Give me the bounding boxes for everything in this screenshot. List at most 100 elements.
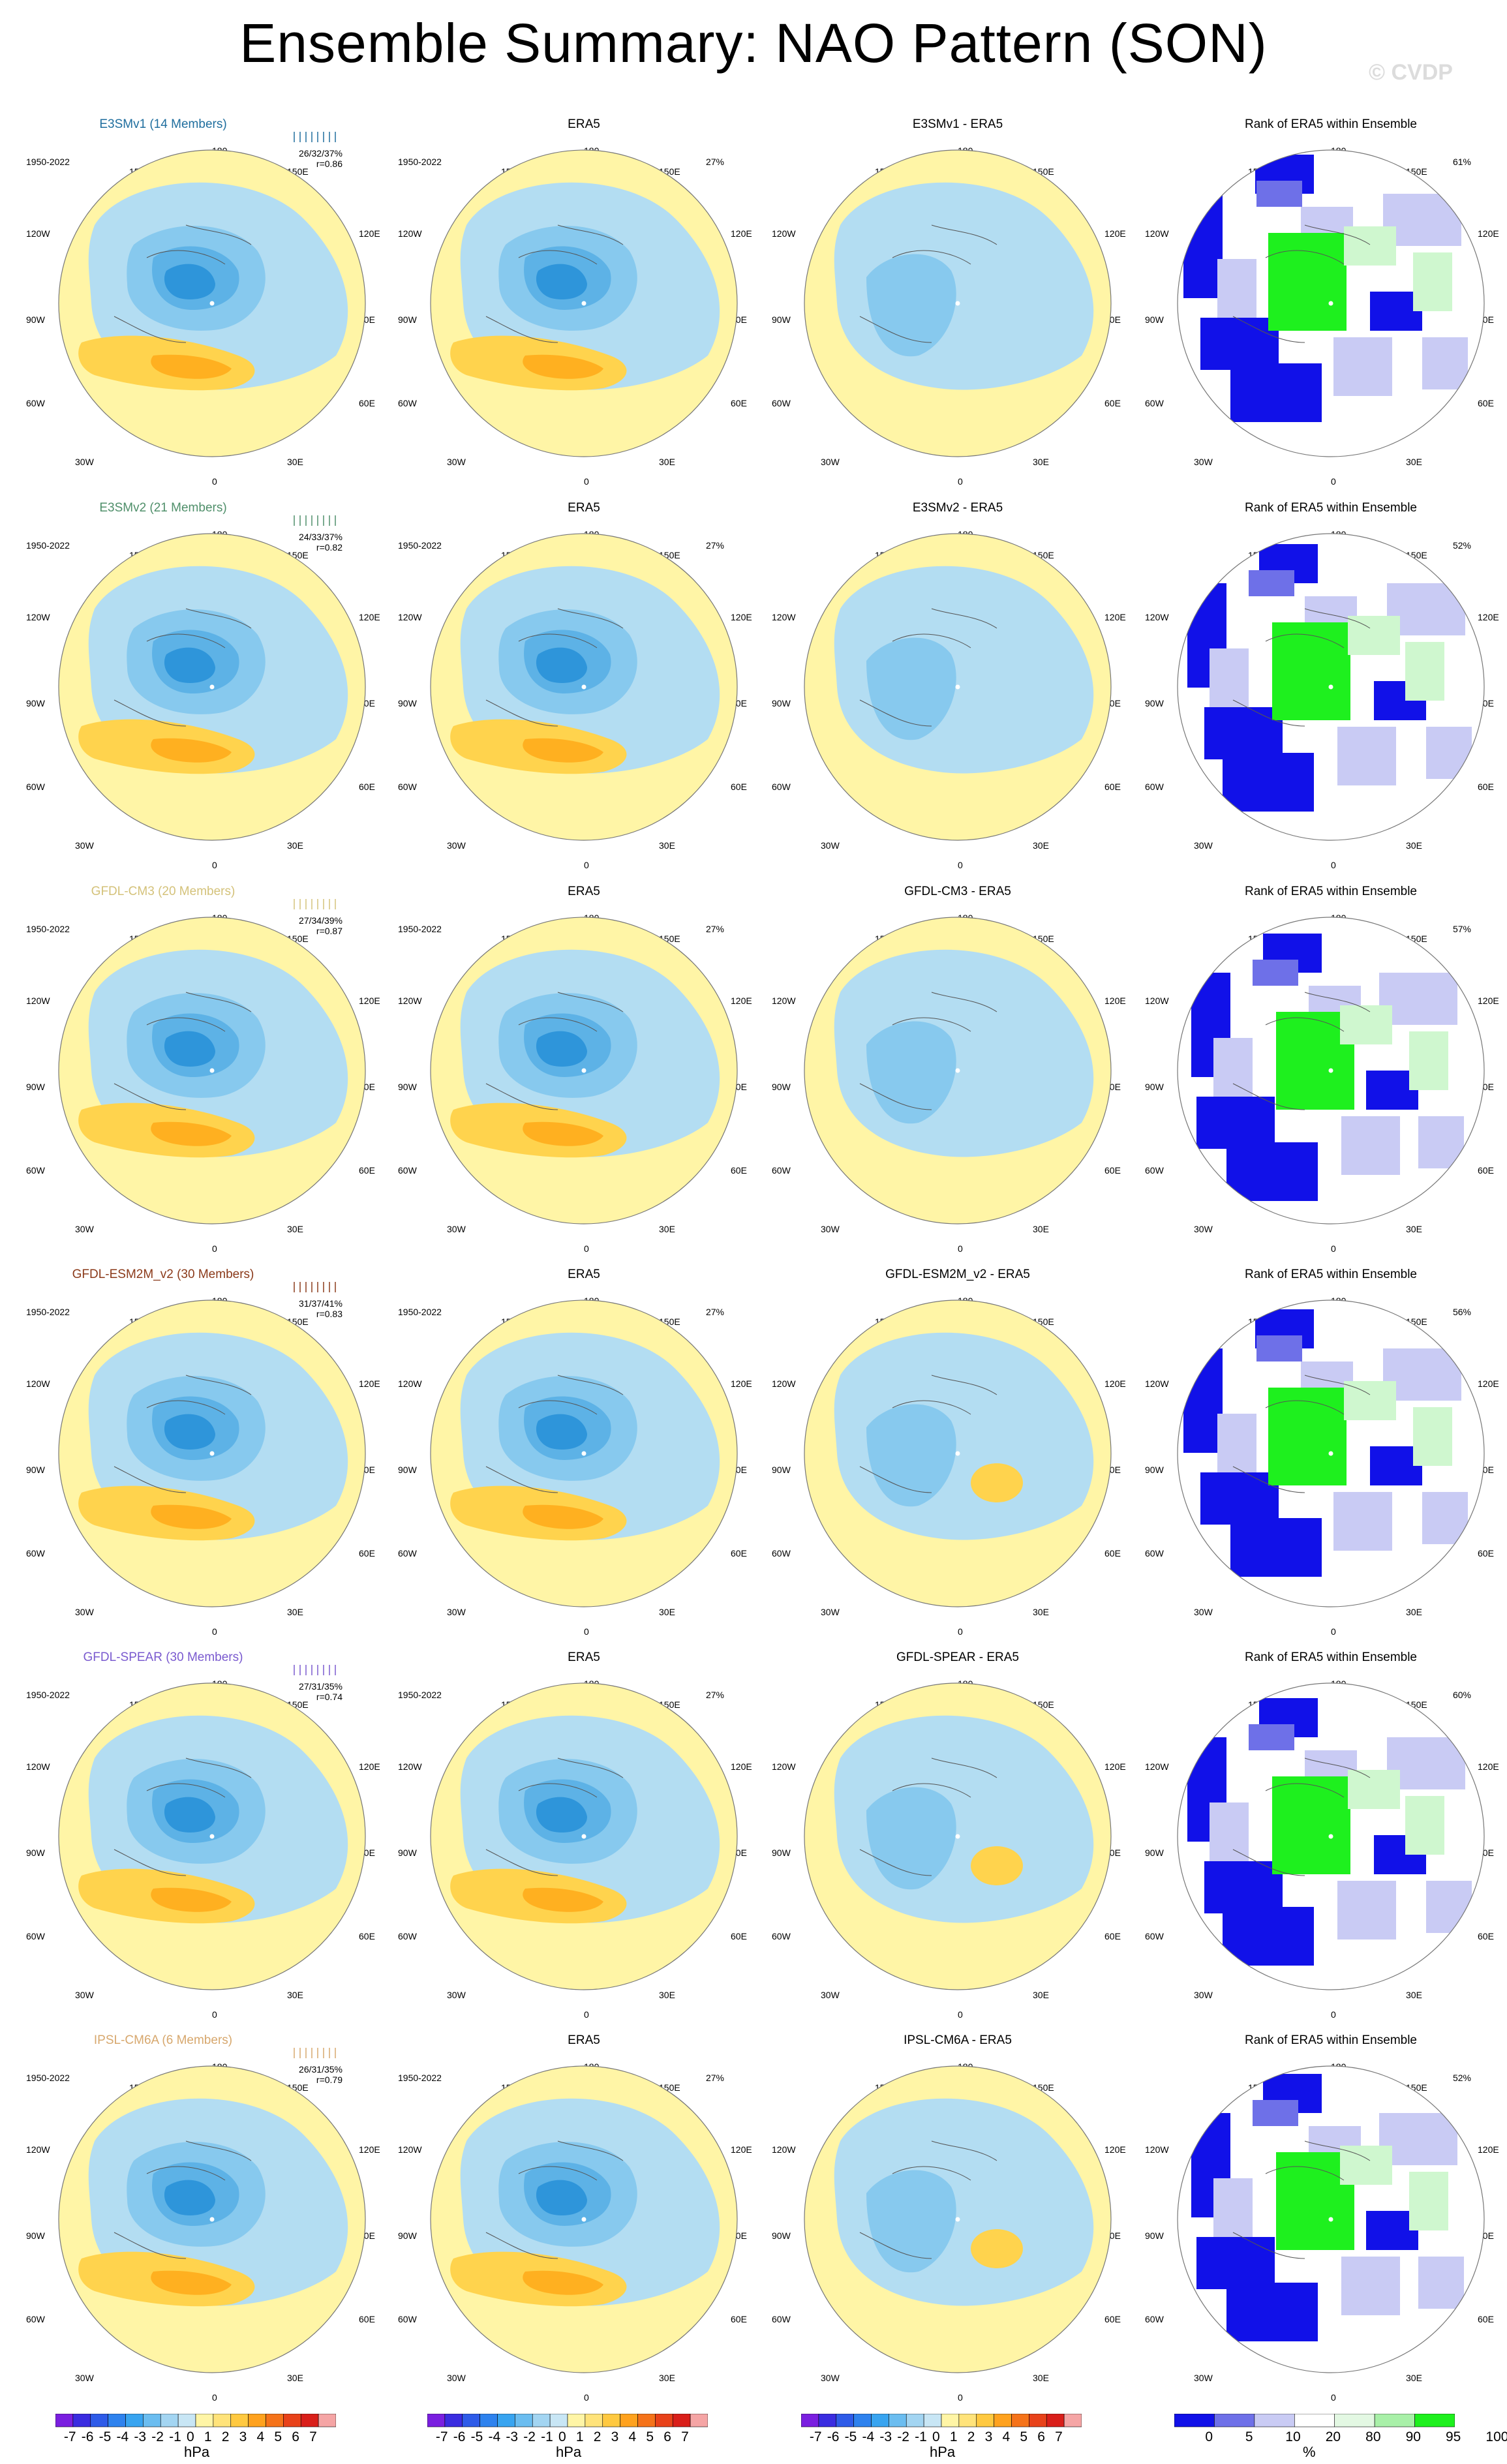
map-border [804, 1300, 1112, 1607]
lon-label: 60W [772, 398, 791, 408]
rank-map [1177, 533, 1485, 841]
lon-label: 120W [26, 612, 50, 622]
colorbar-swatch [55, 2413, 74, 2427]
rank-region [1256, 181, 1302, 207]
coastline [859, 2140, 997, 2259]
lon-label: 30E [1406, 1224, 1422, 1234]
lon-label: 30E [287, 1990, 303, 2000]
pct-label: 27% [705, 924, 724, 934]
colorbar-swatch [283, 2413, 301, 2427]
page-title: Ensemble Summary: NAO Pattern (SON) [239, 12, 1268, 74]
nao-pattern-map [430, 917, 738, 1224]
colorbar-swatch [1214, 2413, 1255, 2427]
lon-label: 90W [1145, 314, 1164, 325]
lon-label: 30W [1194, 1990, 1213, 2000]
coastline [485, 608, 624, 727]
colorbar-swatch [480, 2413, 498, 2427]
lon-label: 0 [212, 2392, 217, 2403]
map-panel: IPSL-CM6A (6 Members) 1950-2022 26/31/35% r… [26, 2033, 398, 2412]
low-pressure-core-3 [164, 647, 215, 683]
map-border [430, 917, 738, 1224]
coastline [859, 1375, 997, 1493]
rank-region [1210, 648, 1249, 707]
stats-correlation: r=0.82 [316, 542, 342, 553]
lon-label: 30W [1194, 1607, 1213, 1617]
member-spread-ticks [294, 1282, 336, 1292]
lon-label: 60E [1478, 1931, 1494, 1941]
pct-label: 27% [705, 1307, 724, 1317]
colorbar-swatch [427, 2413, 446, 2427]
period-label: 1950-2022 [398, 1690, 442, 1700]
lon-label: 30W [1194, 840, 1213, 851]
colorbar-tick-label: -6 [827, 2429, 840, 2444]
map-panel: ERA51950-202227%180150W150E120W120E90W90… [398, 2033, 770, 2412]
lon-label: 120E [359, 1761, 380, 1772]
colorbar-swatch [889, 2413, 907, 2427]
colorbar-swatch [266, 2413, 284, 2427]
diff-high-core [971, 1463, 1023, 1502]
lon-label: 60E [1478, 782, 1494, 792]
colorbar-swatch [1254, 2413, 1295, 2427]
map-panel: GFDL-SPEAR (30 Members) 1950-2022 27/31/35… [26, 1650, 398, 2029]
colorbar-tick-label: 20 [1325, 2429, 1341, 2444]
colorbar-tick-label: 6 [292, 2429, 299, 2444]
lon-label: 60E [1478, 2314, 1494, 2324]
lon-label: 30W [821, 1224, 840, 1234]
lon-label: 0 [212, 2009, 217, 2020]
lon-label: 60E [731, 2314, 747, 2324]
lon-label: 90W [26, 314, 45, 325]
colorbar-swatch [1046, 2413, 1065, 2427]
colorbar-tick-label: 5 [274, 2429, 282, 2444]
lon-label: 60W [772, 1931, 791, 1941]
colorbar-swatch [1334, 2413, 1375, 2427]
high-pressure-core [151, 354, 232, 379]
lon-label: 0 [958, 860, 963, 870]
coastline [485, 1375, 624, 1493]
coastline [114, 1375, 252, 1493]
lon-label: 120W [398, 996, 422, 1006]
lon-label: 60W [772, 1165, 791, 1176]
rank-region [1249, 1724, 1294, 1750]
map-border [1177, 2065, 1485, 2373]
rank-region [1213, 2178, 1253, 2237]
lon-label: 90W [1145, 2230, 1164, 2241]
lon-label: 30W [447, 1607, 466, 1617]
pole-marker [1328, 684, 1333, 690]
high-pressure-core [151, 738, 232, 763]
difference-map [804, 533, 1112, 841]
colorbar-tick-label: 1 [949, 2429, 958, 2444]
rank-region [1217, 1414, 1256, 1472]
colorbar-tick-label: -5 [844, 2429, 857, 2444]
colorbar-swatch [532, 2413, 551, 2427]
lon-label: 120E [1478, 996, 1499, 1006]
map-border [58, 1682, 366, 1990]
lon-label: 30W [447, 1224, 466, 1234]
lon-label: 60E [359, 1931, 375, 1941]
lon-label: 60W [772, 782, 791, 792]
colorbar-tick-label: 100 [1485, 2429, 1507, 2444]
panel-title: E3SMv1 - ERA5 [912, 117, 1003, 131]
lon-label: 0 [584, 1243, 589, 1254]
panel-title: ERA5 [568, 1268, 600, 1281]
colorbar-tick-label: -4 [862, 2429, 875, 2444]
pct-label: 52% [1452, 2073, 1471, 2083]
lon-label: 30E [659, 1607, 675, 1617]
rank-region [1226, 2283, 1318, 2341]
low-pressure-core-3 [536, 1031, 587, 1067]
low-pressure-core-3 [164, 2180, 215, 2215]
rank-region [1230, 363, 1322, 422]
pole-marker [955, 1451, 960, 1456]
pole-marker [1328, 2217, 1333, 2222]
stats-correlation: r=0.87 [316, 926, 342, 936]
difference-map [804, 917, 1112, 1224]
panel-title: GFDL-CM3 (20 Members) [91, 885, 236, 898]
lon-label: 30W [821, 457, 840, 467]
colorbar-swatch [585, 2413, 603, 2427]
colorbar-tick-label: 95 [1446, 2429, 1461, 2444]
panel-title: E3SMv1 (14 Members) [99, 117, 227, 131]
lon-label: 120W [26, 1761, 50, 1772]
lon-label: 30W [447, 840, 466, 851]
colorbar-swatch [195, 2413, 214, 2427]
pole-marker [1328, 301, 1333, 306]
low-pressure-core-3 [164, 1414, 215, 1450]
